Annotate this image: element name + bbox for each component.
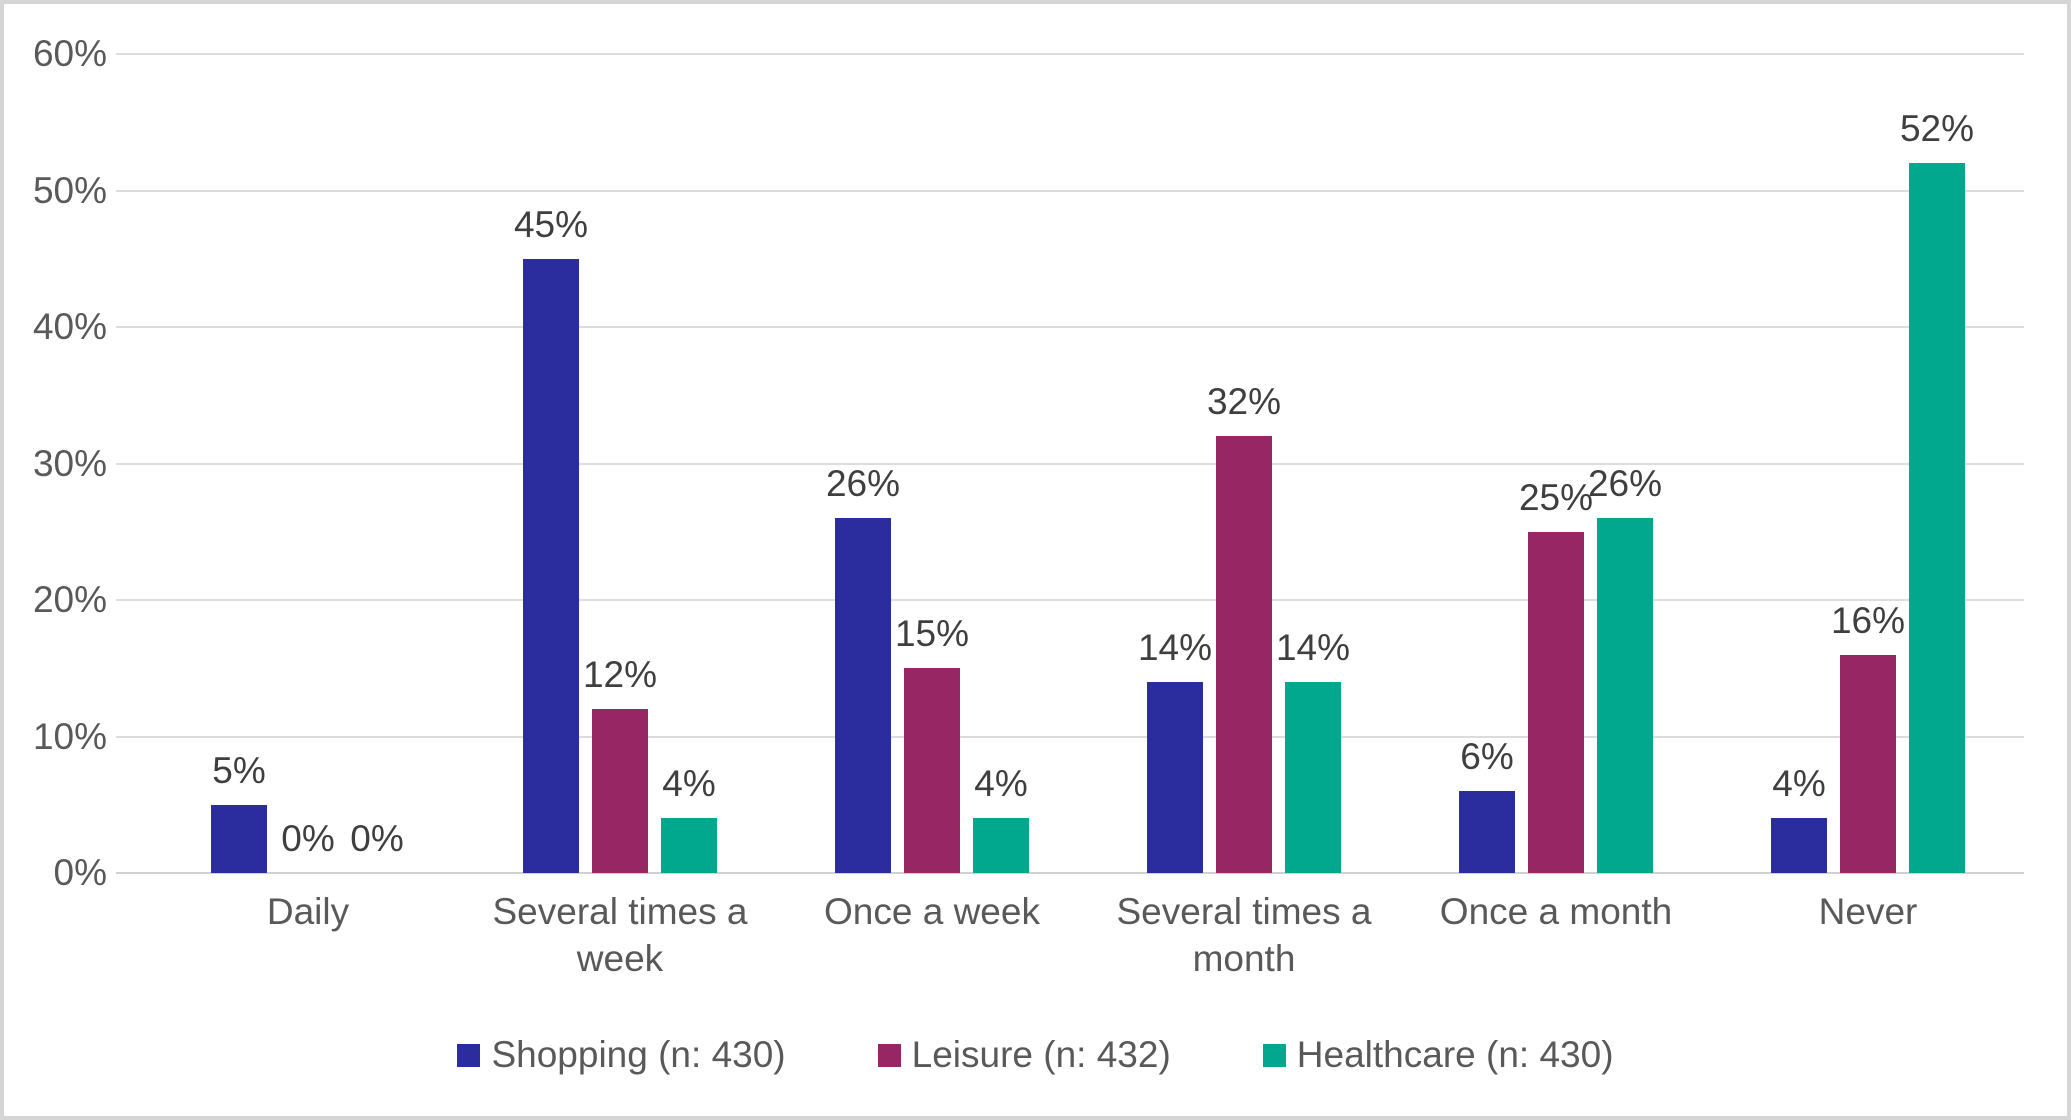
y-axis-label: 30% [32, 442, 107, 484]
data-label: 14% [1137, 626, 1213, 668]
x-axis-label: Several times a week [492, 891, 748, 979]
bar-healthcare [1285, 681, 1341, 873]
bar-shopping [1147, 681, 1203, 873]
legend-label: Shopping (n: 430) [491, 1034, 786, 1075]
y-axis-label: 10% [32, 715, 107, 757]
bar-leisure [1528, 531, 1584, 873]
data-label: 45% [513, 203, 589, 245]
legend-swatch-icon [877, 1043, 901, 1067]
x-axis-label: Several times a month [1116, 891, 1372, 979]
data-label: 0% [350, 818, 404, 859]
y-axis-label: 40% [32, 306, 107, 347]
data-label: 26% [825, 463, 901, 505]
data-label: 6% [1460, 736, 1514, 778]
plot-area: 5% 0% 0% 45% 12% 4% 26% 15% 4% 14% 32% 14% 6% 25% 26% 4… [116, 53, 2024, 874]
bar-shopping [835, 518, 891, 873]
data-label: 15% [894, 613, 970, 655]
data-label: 12% [582, 654, 658, 696]
bar-healthcare [1597, 518, 1653, 873]
bar-healthcare [661, 818, 717, 873]
bar-leisure [592, 709, 648, 873]
bar-shopping [523, 258, 579, 873]
data-label: 52% [1899, 108, 1975, 150]
bar-healthcare [973, 818, 1029, 873]
y-axis-label: 60% [32, 33, 107, 74]
data-label: 14% [1275, 626, 1351, 668]
y-axis-label: 0% [53, 852, 107, 893]
bar-leisure [1216, 436, 1272, 873]
gridline [116, 599, 2024, 601]
gridline [116, 872, 2024, 874]
legend-label: Leisure (n: 432) [911, 1034, 1171, 1075]
legend-swatch-icon [457, 1043, 481, 1067]
data-label: 32% [1206, 381, 1282, 423]
x-axis-label: Once a month [1439, 891, 1673, 932]
data-label: 16% [1830, 599, 1906, 641]
bar-shopping [1771, 818, 1827, 873]
gridline [116, 326, 2024, 328]
legend-swatch-icon [1262, 1043, 1286, 1067]
legend-label: Healthcare (n: 430) [1296, 1034, 1614, 1075]
bar-shopping [1459, 791, 1515, 873]
y-axis-label: 20% [32, 579, 107, 620]
data-label: 25% [1518, 476, 1594, 518]
gridline [116, 189, 2024, 192]
legend-item: Healthcare (n: 430) [1262, 1034, 1614, 1076]
gridline [116, 735, 2024, 738]
data-label: 4% [1772, 763, 1826, 805]
x-axis-label: Never [1818, 891, 1918, 932]
bar-shopping [211, 804, 267, 873]
legend-item: Leisure (n: 432) [877, 1034, 1171, 1076]
data-label: 0% [281, 818, 335, 859]
x-axis-label: Daily [266, 891, 350, 932]
legend: Shopping (n: 430) Leisure (n: 432) Healthc… [4, 1034, 2067, 1076]
x-axis-label: Once a week [824, 891, 1040, 932]
gridline [116, 462, 2024, 465]
legend-item: Shopping (n: 430) [457, 1034, 786, 1076]
bar-leisure [1840, 654, 1896, 873]
data-label: 4% [662, 763, 716, 805]
y-axis-label: 50% [32, 169, 107, 211]
gridline [116, 53, 2024, 55]
bar-leisure [904, 668, 960, 873]
data-label: 5% [212, 749, 266, 791]
data-label: 26% [1587, 463, 1663, 505]
data-label: 4% [974, 763, 1028, 805]
bar-healthcare [1909, 163, 1965, 873]
